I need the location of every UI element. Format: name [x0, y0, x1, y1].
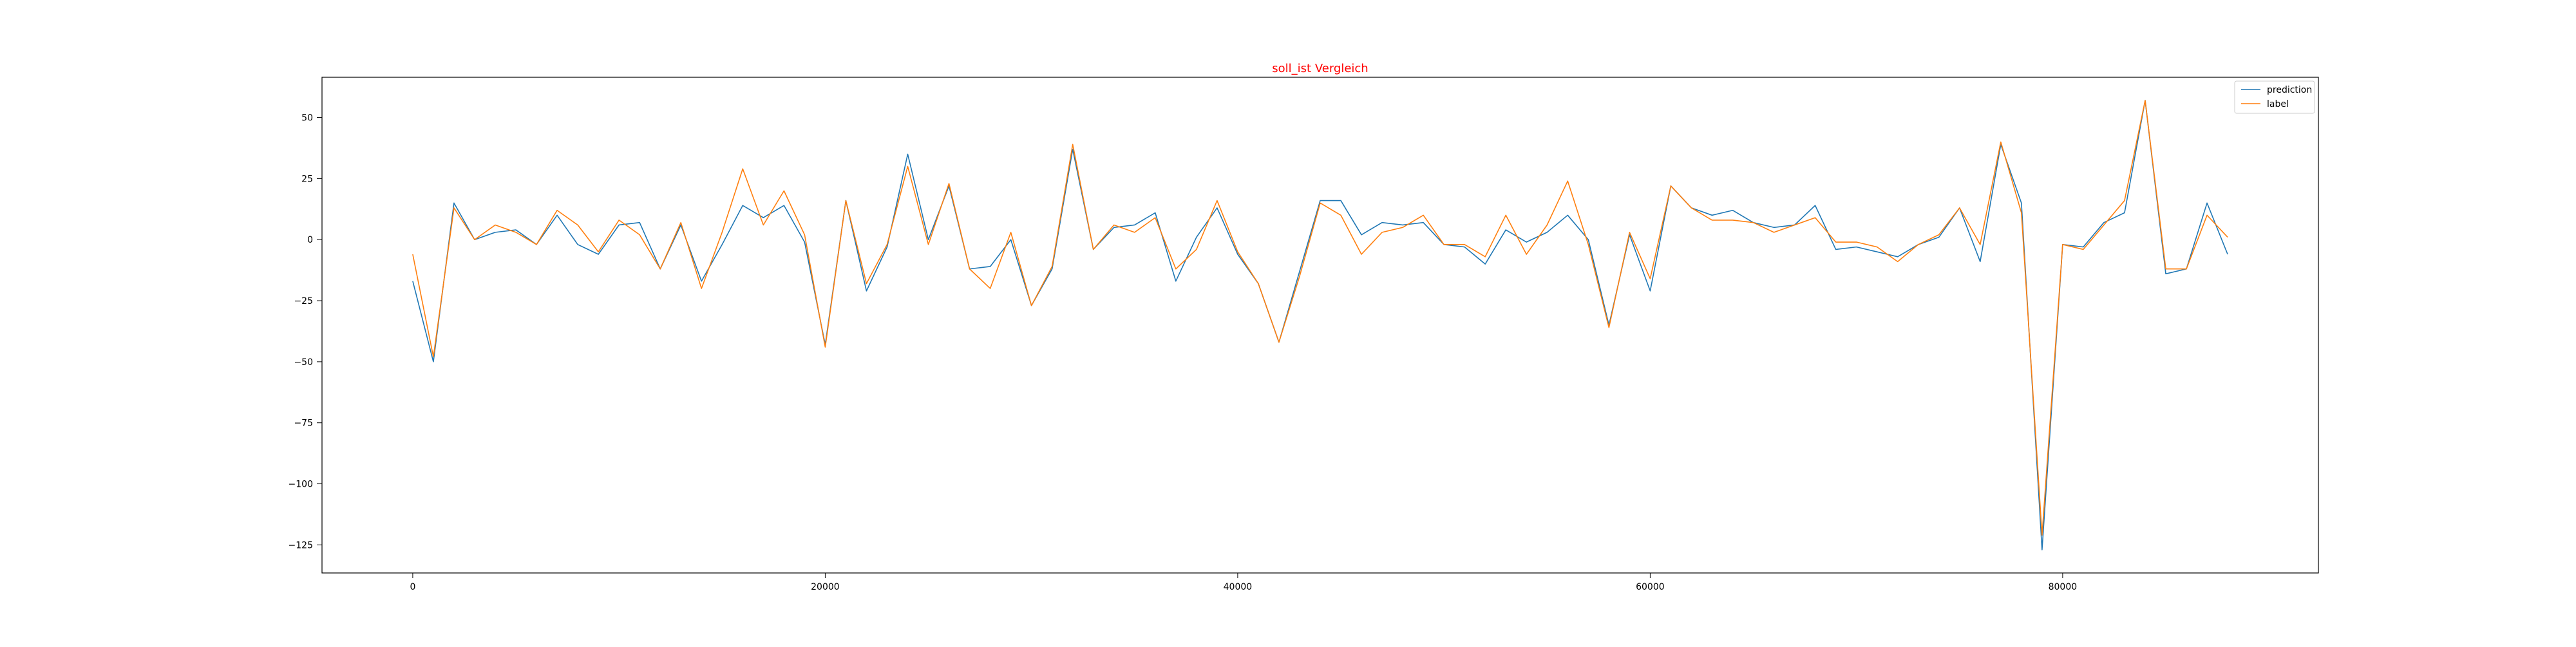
x-tick-label: 20000: [811, 582, 840, 592]
x-tick-label: 60000: [1636, 582, 1665, 592]
y-tick-label: 0: [307, 235, 313, 245]
legend-label-label: label: [2267, 99, 2289, 109]
y-tick-label: 50: [301, 113, 313, 124]
y-tick-label: −125: [289, 540, 313, 550]
series-line-prediction: [412, 100, 2228, 550]
axis-layer: 0 20000 40000 60000 80000 50 25 0 −25 −50 −75 −100 −…: [289, 113, 2078, 592]
series-layer: [412, 100, 2228, 550]
plot-area-frame: [321, 77, 2319, 574]
legend: prediction label: [2234, 80, 2315, 114]
legend-label-prediction: prediction: [2267, 85, 2312, 95]
series-line-label: [412, 100, 2228, 536]
y-tick-label: −25: [294, 296, 313, 306]
y-tick-label: −100: [289, 480, 313, 490]
x-tick-label: 0: [410, 582, 415, 592]
chart-title: soll_ist Vergleich: [1272, 62, 1368, 75]
x-tick-label: 80000: [2049, 582, 2078, 592]
y-tick-label: 25: [301, 174, 313, 184]
y-tick-label: −75: [294, 418, 313, 429]
x-tick-label: 40000: [1224, 582, 1253, 592]
y-tick-label: −50: [294, 357, 313, 368]
